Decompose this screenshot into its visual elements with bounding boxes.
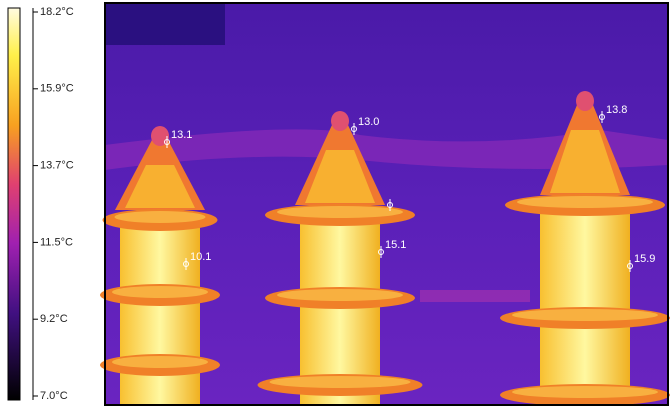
spot-label: 13.8 [606,104,627,116]
scale-label: 15.9°C [40,83,74,95]
insulator-cone [125,165,195,208]
insulator-body [300,215,380,405]
image [100,2,670,406]
insulator-shed-top [512,386,658,398]
insulator-shed-top [277,289,403,301]
insulator-shed-top [112,286,208,298]
scale-label: 9.2°C [40,313,68,325]
spots: 13.1 13.0 13.8 10.1 15.1 15.9 [164,104,655,272]
scale-label: 11.5°C [40,236,73,248]
spot-label: 15.1 [385,239,406,251]
insulator-shed-top [269,376,411,388]
insulator-knob [331,111,349,131]
insulator-cone [305,150,375,203]
insulator-shed-top [277,206,403,218]
insulator-shed-top [517,196,653,208]
spot-label: 15.9 [634,253,655,265]
insulator [500,91,670,406]
scale: 18.2°C 15.9°C 13.7°C 11.5°C 9.2°C 7.0°C [33,6,74,402]
insulator-cone [550,130,620,193]
insulator-shed-top [114,211,206,223]
color-bar [7,7,21,401]
insulator [257,111,423,405]
insulator-body [540,205,630,405]
insulator-shed-top [512,309,658,321]
spot-label: 13.0 [358,116,379,128]
insulator-knob [576,91,594,111]
insulator-body [120,220,200,405]
scale-label: 18.2°C [40,6,74,18]
insulator [100,126,220,405]
scale-label: 13.7°C [40,160,74,172]
scale-label: 7.0°C [40,390,68,402]
insulator-shed-top [112,356,208,368]
insulator-knob [151,126,169,146]
spot-label: 13.1 [171,129,192,141]
spot-label: 10.1 [190,251,211,263]
